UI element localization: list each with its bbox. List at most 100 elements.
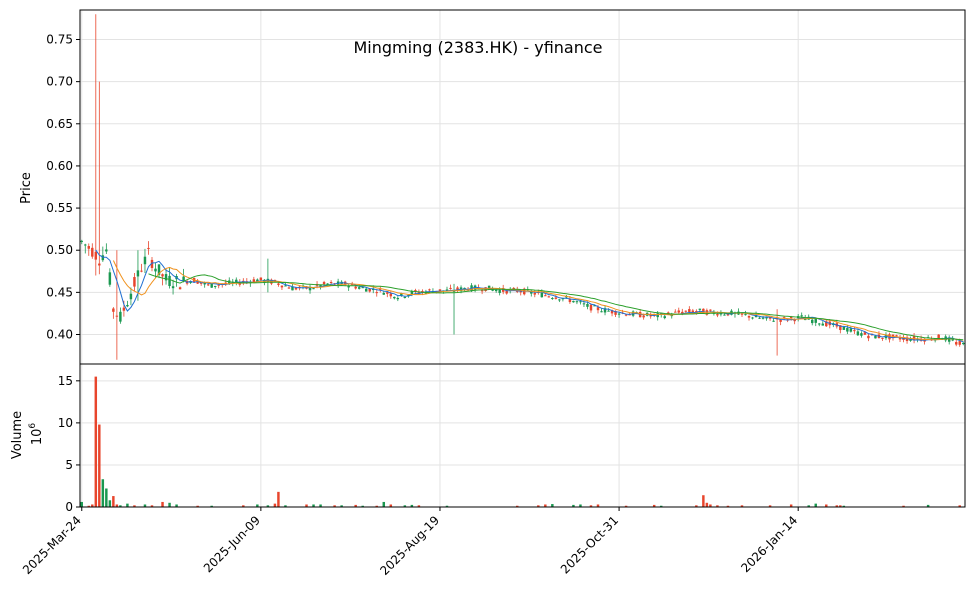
- candle-body: [382, 292, 386, 295]
- volume-tick-label: 5: [65, 458, 73, 472]
- price-tick-label: 0.40: [46, 328, 73, 342]
- volume-bar: [150, 505, 154, 507]
- candle-body: [417, 292, 421, 294]
- volume-bar: [417, 505, 421, 507]
- candle-body: [695, 310, 698, 312]
- chart-title: Mingming (2383.HK) - yfinance: [354, 38, 603, 57]
- volume-bar: [94, 376, 98, 507]
- candle-body: [603, 308, 607, 313]
- volume-bar: [596, 504, 600, 507]
- candle-body: [846, 328, 849, 332]
- candle-body: [505, 289, 508, 294]
- ma_mid-line: [112, 260, 964, 341]
- volume-tick-label: 15: [58, 374, 73, 388]
- candle-body: [811, 319, 814, 324]
- candle-body: [449, 287, 452, 289]
- volume-bar: [242, 505, 245, 507]
- candle-body: [821, 323, 824, 326]
- volume-bar: [196, 505, 199, 507]
- volume-bar: [740, 505, 744, 507]
- candle-body: [688, 309, 691, 313]
- volume-bar: [361, 505, 364, 507]
- volume-bar: [312, 504, 315, 507]
- candle-body: [312, 288, 315, 290]
- candle-body: [161, 274, 164, 277]
- volume-bar: [695, 505, 698, 507]
- volume-bar: [256, 504, 259, 507]
- candle-body: [593, 305, 596, 307]
- volume-bar: [87, 505, 91, 507]
- candle-body: [649, 315, 652, 317]
- volume-bar: [354, 504, 357, 507]
- candle-body: [501, 288, 505, 292]
- volume-bar: [98, 424, 101, 507]
- ma_short-line: [95, 249, 964, 343]
- candle-body: [842, 326, 846, 330]
- candle-body: [112, 308, 115, 312]
- candle-body: [568, 299, 572, 303]
- candle-body: [326, 283, 329, 285]
- volume-bar: [716, 505, 719, 507]
- candle-body: [217, 284, 220, 286]
- candle-body: [881, 337, 884, 339]
- candle-body: [867, 335, 870, 339]
- volume-bar: [277, 491, 280, 507]
- candle-body: [396, 298, 400, 300]
- volume-bar: [835, 505, 839, 507]
- candle-body: [533, 293, 537, 295]
- volume-bar: [537, 505, 540, 507]
- candle-body: [150, 259, 154, 268]
- candle-body: [547, 296, 551, 298]
- candle-body: [709, 309, 712, 311]
- candle-body: [554, 297, 558, 299]
- candle-body: [895, 335, 898, 337]
- volume-bar: [143, 504, 147, 507]
- volume-bar: [589, 505, 593, 507]
- candle-body: [213, 285, 217, 287]
- candle-body: [691, 310, 695, 313]
- x-tick-label: 2026-Jan-14: [738, 513, 800, 575]
- candle-body: [544, 295, 547, 297]
- volume-tick-label: 10: [58, 416, 73, 430]
- candle-body: [898, 337, 902, 340]
- candle-body: [853, 330, 856, 332]
- candle-body: [723, 314, 726, 316]
- candle-body: [154, 268, 157, 272]
- candle-body: [94, 251, 98, 260]
- candle-body: [277, 283, 280, 285]
- volume-bar: [839, 505, 842, 507]
- candle-body: [410, 291, 414, 295]
- candle-body: [393, 296, 396, 299]
- candle-body: [684, 310, 688, 312]
- price-grid: [80, 10, 965, 364]
- candle-body: [740, 313, 744, 315]
- candle-body: [164, 274, 168, 281]
- candle-body: [189, 281, 192, 283]
- volume-bar: [958, 505, 961, 507]
- volume-bar: [108, 500, 112, 507]
- volume-bar: [112, 496, 115, 507]
- volume-bar: [175, 504, 178, 507]
- candle-body: [129, 293, 133, 300]
- candle-body: [361, 287, 364, 289]
- volume-axis-exponent: 106: [28, 423, 45, 446]
- candle-body: [614, 310, 617, 315]
- volume-bar: [807, 505, 810, 507]
- candle-body: [157, 264, 161, 275]
- candle-body: [958, 341, 961, 345]
- candle-body: [617, 313, 621, 315]
- volume-bar: [410, 504, 414, 507]
- price-axis-label: Price: [19, 172, 34, 204]
- volume-bar: [389, 504, 393, 507]
- volume-bar: [551, 504, 554, 507]
- volume-bar: [702, 495, 705, 507]
- volume-bar: [382, 501, 386, 507]
- candle-body: [530, 291, 533, 294]
- volume-tick-label: 0: [65, 500, 73, 514]
- candle-body: [329, 282, 333, 284]
- candle-body: [519, 291, 522, 293]
- volume-bar: [101, 479, 105, 507]
- candle-body: [874, 335, 877, 339]
- candle-body: [122, 307, 126, 311]
- candle-body: [308, 286, 312, 291]
